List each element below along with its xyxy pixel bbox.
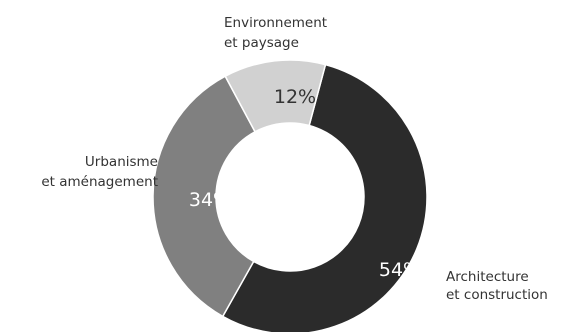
donut-slice-urbanisme xyxy=(152,75,257,318)
donut-slices xyxy=(152,59,428,332)
category-label-urbanisme-line1: Urbanisme xyxy=(85,154,158,170)
category-label-environnement-line2: et paysage xyxy=(224,35,299,51)
donut-slice-environnement xyxy=(224,59,327,133)
slice-value-label-environnement: 12% xyxy=(274,86,316,108)
slice-value-label-architecture: 54% xyxy=(379,259,421,281)
category-label-architecture-line1: Architecture xyxy=(446,269,529,285)
category-label-urbanisme-line2: et aménagement xyxy=(41,174,158,190)
slice-value-label-urbanisme: 34% xyxy=(189,189,231,211)
category-label-architecture-line2: et construction xyxy=(446,287,548,303)
category-label-environnement-line1: Environnement xyxy=(224,15,327,31)
donut-slice-architecture xyxy=(221,63,428,332)
